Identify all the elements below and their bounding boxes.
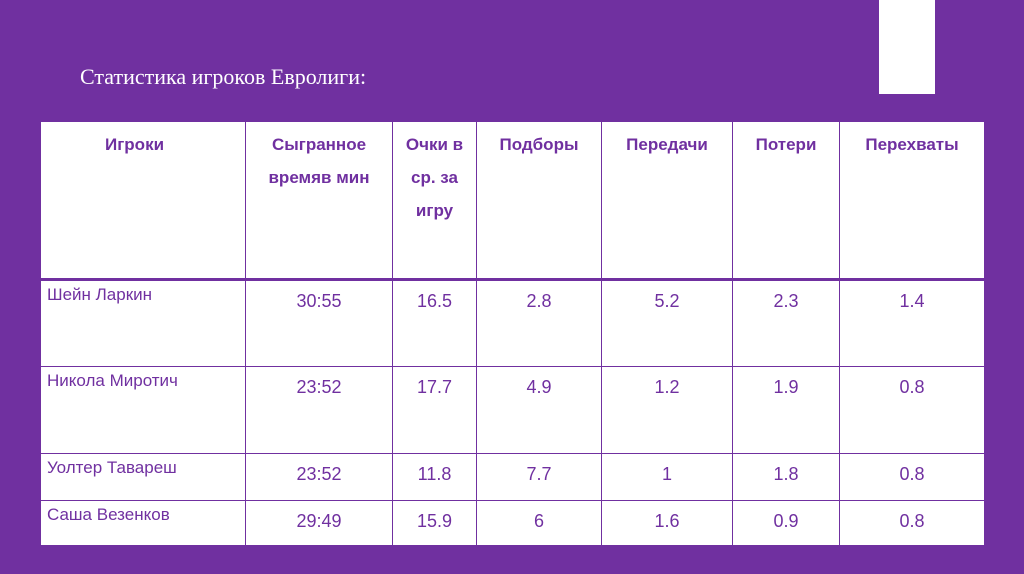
cell-assists: 5.2 — [601, 279, 733, 367]
cell-points: 16.5 — [392, 279, 477, 367]
header-turnovers: Потери — [732, 121, 840, 281]
cell-minutes: 23:52 — [245, 453, 393, 501]
cell-minutes: 23:52 — [245, 366, 393, 454]
player-name: Саша Везенков — [47, 505, 170, 524]
header-steals: Перехваты — [839, 121, 985, 281]
cell-player-name: Саша Везенков — [40, 500, 246, 546]
header-points-per-game: Очки в ср. за игру — [392, 121, 477, 281]
corner-decoration — [879, 0, 935, 94]
cell-assists: 1 — [601, 453, 733, 501]
cell-points: 15.9 — [392, 500, 477, 546]
cell-minutes: 29:49 — [245, 500, 393, 546]
header-players: Игроки — [40, 121, 246, 281]
player-name: Уолтер Тавареш — [47, 458, 177, 477]
cell-turnovers: 0.9 — [732, 500, 840, 546]
player-stats-table: Игроки Сыгранное времяв мин Очки в ср. з… — [40, 121, 985, 546]
cell-assists: 1.6 — [601, 500, 733, 546]
cell-rebounds: 7.7 — [476, 453, 602, 501]
table-row: Шейн Ларкин 30:55 16.5 2.8 5.2 2.3 1.4 — [40, 279, 985, 367]
cell-rebounds: 2.8 — [476, 279, 602, 367]
cell-assists: 1.2 — [601, 366, 733, 454]
table-header-row: Игроки Сыгранное времяв мин Очки в ср. з… — [40, 121, 985, 281]
cell-steals: 0.8 — [839, 453, 985, 501]
player-name: Никола Миротич — [47, 371, 178, 390]
cell-points: 11.8 — [392, 453, 477, 501]
table-row: Никола Миротич 23:52 17.7 4.9 1.2 1.9 0.… — [40, 366, 985, 454]
cell-minutes: 30:55 — [245, 279, 393, 367]
cell-player-name: Шейн Ларкин — [40, 279, 246, 367]
slide-title: Статистика игроков Евролиги: — [80, 64, 367, 89]
header-rebounds: Подборы — [476, 121, 602, 281]
cell-turnovers: 1.8 — [732, 453, 840, 501]
cell-rebounds: 6 — [476, 500, 602, 546]
cell-player-name: Никола Миротич — [40, 366, 246, 454]
table-row: Саша Везенков 29:49 15.9 6 1.6 0.9 0.8 — [40, 500, 985, 546]
header-minutes-played: Сыгранное времяв мин — [245, 121, 393, 281]
cell-steals: 0.8 — [839, 366, 985, 454]
cell-steals: 1.4 — [839, 279, 985, 367]
player-name: Шейн Ларкин — [47, 285, 153, 304]
cell-turnovers: 1.9 — [732, 366, 840, 454]
cell-points: 17.7 — [392, 366, 477, 454]
cell-rebounds: 4.9 — [476, 366, 602, 454]
cell-player-name: Уолтер Тавареш — [40, 453, 246, 501]
table-row: Уолтер Тавареш 23:52 11.8 7.7 1 1.8 0.8 — [40, 453, 985, 501]
cell-turnovers: 2.3 — [732, 279, 840, 367]
cell-steals: 0.8 — [839, 500, 985, 546]
header-assists: Передачи — [601, 121, 733, 281]
